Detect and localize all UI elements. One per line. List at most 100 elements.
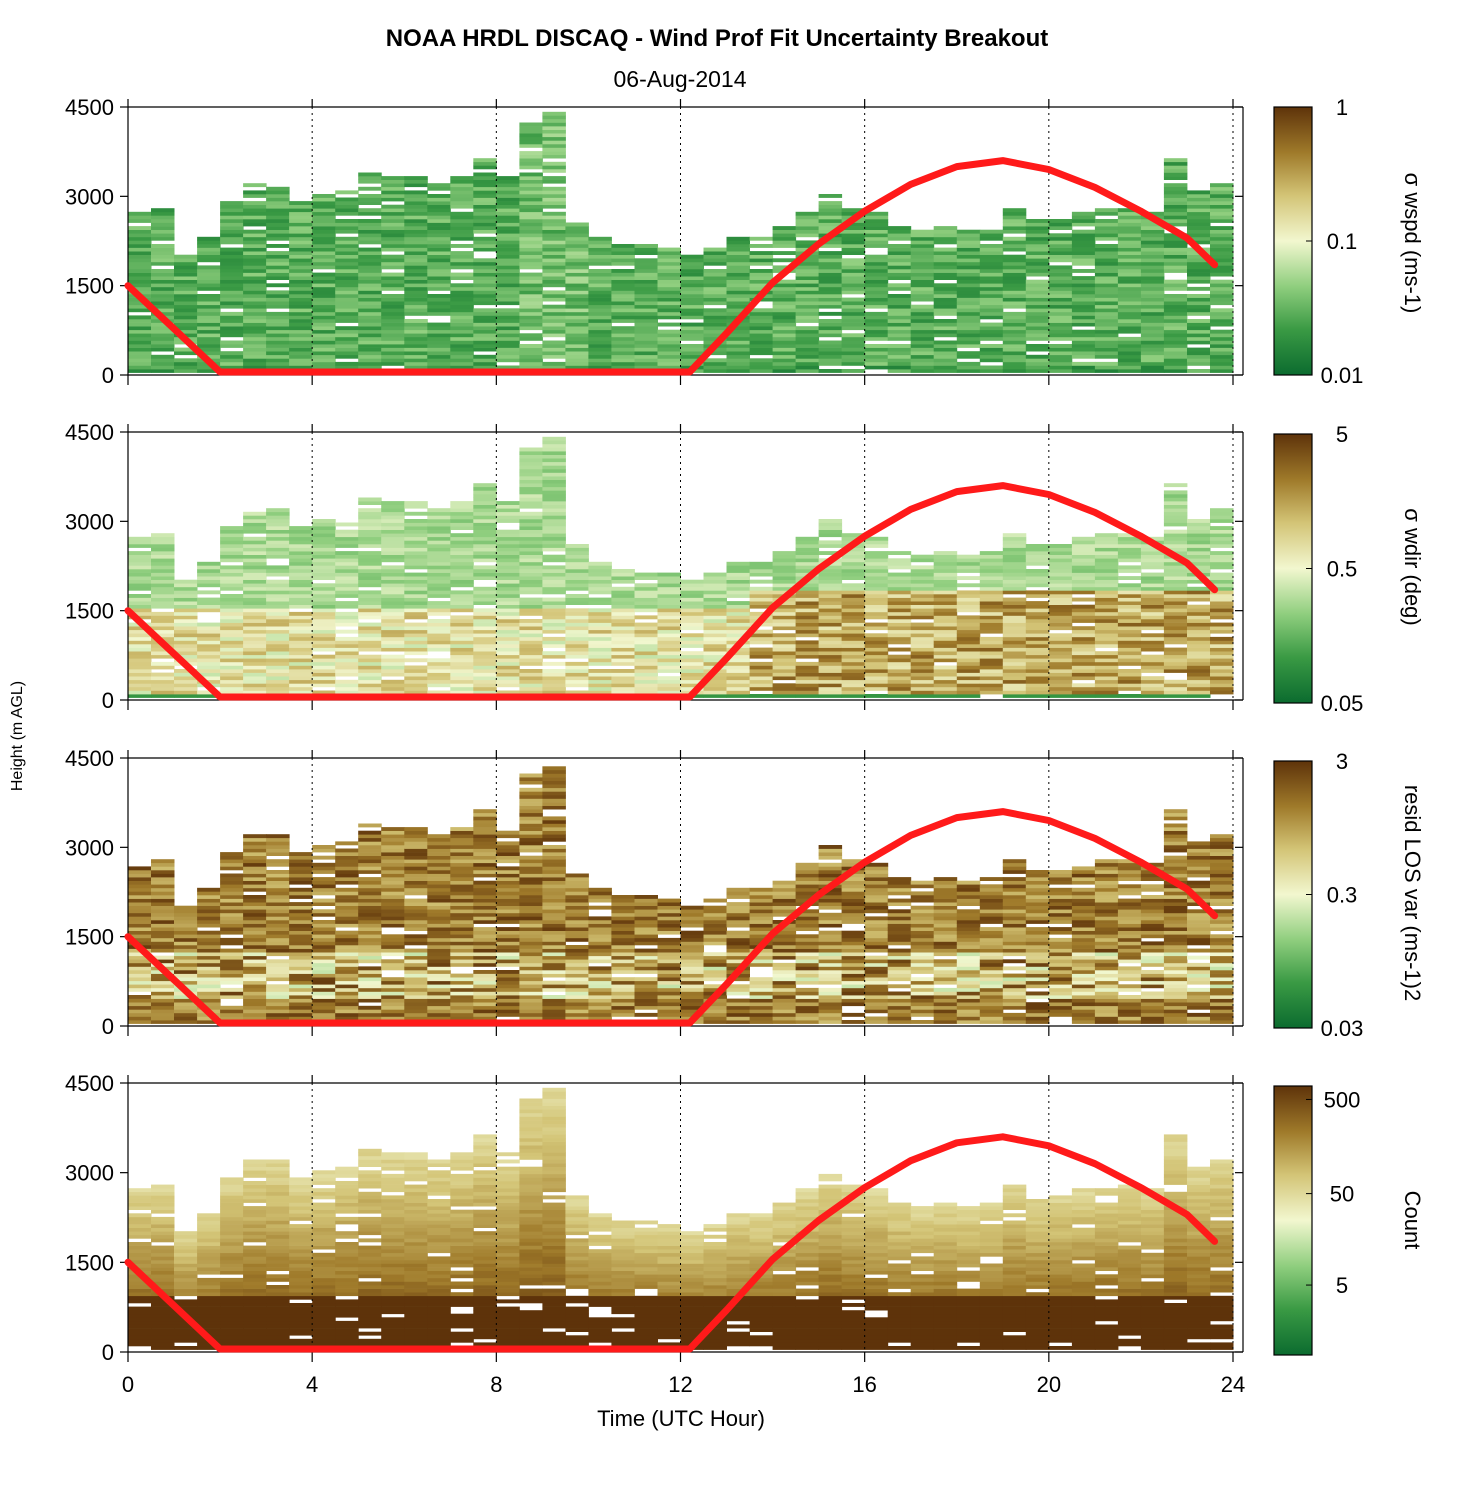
heatmap-cell	[312, 211, 336, 216]
heatmap-cell	[335, 361, 359, 366]
heatmap-cell	[243, 683, 267, 688]
heatmap-cell	[818, 222, 843, 227]
heatmap-cell	[473, 486, 497, 491]
heatmap-cell	[910, 279, 935, 284]
heatmap-cell	[1071, 301, 1096, 306]
heatmap-cell	[1071, 261, 1096, 266]
heatmap-cell	[611, 351, 635, 356]
heatmap-cell	[703, 636, 727, 641]
heatmap-cell	[611, 597, 635, 602]
heatmap-cell	[657, 611, 681, 616]
heatmap-cell	[1187, 358, 1211, 363]
heatmap-cell	[703, 361, 727, 366]
heatmap-cell	[404, 1002, 428, 1007]
heatmap-cell	[243, 977, 267, 982]
heatmap-cell	[864, 211, 889, 216]
heatmap-cell	[220, 644, 244, 648]
heatmap-cell	[1094, 265, 1119, 270]
heatmap-cell	[956, 261, 981, 266]
heatmap-cell	[1002, 340, 1027, 345]
heatmap-cell	[197, 297, 221, 302]
heatmap-cell	[427, 679, 451, 684]
heatmap-cell	[1025, 644, 1050, 648]
heatmap-cell	[1025, 344, 1050, 348]
heatmap-cell	[312, 622, 336, 627]
heatmap-cell	[1210, 254, 1234, 259]
heatmap-cell	[404, 179, 428, 184]
heatmap-cell	[657, 265, 681, 270]
heatmap-cell	[1094, 590, 1119, 595]
heatmap-cell	[657, 629, 681, 634]
heatmap-cell	[473, 508, 497, 513]
heatmap-cell	[358, 973, 382, 978]
heatmap-cell	[864, 215, 889, 220]
heatmap-cell	[220, 887, 244, 892]
heatmap-cell	[289, 880, 313, 885]
heatmap-cell	[818, 226, 843, 230]
heatmap-cell	[151, 629, 175, 634]
heatmap-cell	[864, 322, 889, 327]
heatmap-cell	[404, 340, 428, 345]
heatmap-cell	[496, 640, 520, 645]
heatmap-cell	[1210, 269, 1234, 273]
heatmap-cell	[1094, 226, 1119, 230]
heatmap-cell	[818, 565, 843, 570]
heatmap-cell	[243, 962, 267, 967]
heatmap-cell	[266, 970, 290, 974]
heatmap-cell	[1163, 201, 1188, 205]
heatmap-cell	[772, 322, 797, 327]
heatmap-cell	[1210, 226, 1234, 230]
heatmap-cell	[404, 319, 428, 323]
heatmap-cell	[1117, 272, 1142, 277]
heatmap-cell	[404, 501, 428, 505]
heatmap-cell	[381, 533, 405, 538]
heatmap-cell	[519, 272, 543, 277]
heatmap-cell	[864, 315, 889, 320]
heatmap-cell	[128, 586, 152, 591]
heatmap-cell	[427, 590, 451, 595]
heatmap-cell	[611, 579, 635, 584]
heatmap-cell	[565, 251, 589, 255]
heatmap-cell	[1071, 636, 1096, 641]
heatmap-cell	[174, 654, 198, 659]
heatmap-cell	[1071, 240, 1096, 245]
heatmap-cell	[404, 526, 428, 530]
heatmap-cell	[404, 948, 428, 953]
heatmap-cell	[933, 665, 958, 670]
heatmap-cell	[151, 683, 175, 688]
heatmap-cell	[933, 647, 958, 652]
heatmap-cell	[151, 258, 175, 263]
heatmap-cell	[588, 615, 612, 620]
heatmap-cell	[726, 626, 750, 631]
heatmap-cell	[427, 622, 451, 627]
heatmap-cell	[1210, 597, 1234, 602]
heatmap-cell	[289, 547, 313, 552]
heatmap-cell	[266, 272, 290, 277]
heatmap-cell	[312, 845, 336, 849]
heatmap-cell	[335, 276, 359, 280]
heatmap-cell	[197, 912, 221, 917]
heatmap-cell	[473, 365, 497, 370]
heatmap-cell	[519, 354, 543, 359]
heatmap-cell	[1140, 351, 1165, 356]
heatmap-cell	[818, 272, 843, 277]
heatmap-cell	[519, 319, 543, 323]
heatmap-cell	[266, 515, 290, 520]
heatmap-cell	[358, 830, 382, 835]
heatmap-cell	[427, 208, 451, 213]
heatmap-cell	[1210, 215, 1234, 220]
heatmap-cell	[634, 315, 658, 320]
heatmap-cell	[450, 987, 474, 992]
heatmap-cell	[128, 304, 152, 309]
heatmap-cell	[128, 369, 152, 373]
heatmap-cell	[749, 611, 774, 616]
heatmap-cell	[450, 283, 474, 288]
heatmap-cell	[956, 694, 981, 698]
heatmap-cell	[1187, 297, 1211, 302]
heatmap-cell	[381, 948, 405, 953]
heatmap-cell	[404, 880, 428, 885]
heatmap-cell	[450, 544, 474, 548]
heatmap-cell	[266, 966, 290, 971]
heatmap-cell	[1117, 226, 1142, 230]
heatmap-cell	[427, 1002, 451, 1007]
